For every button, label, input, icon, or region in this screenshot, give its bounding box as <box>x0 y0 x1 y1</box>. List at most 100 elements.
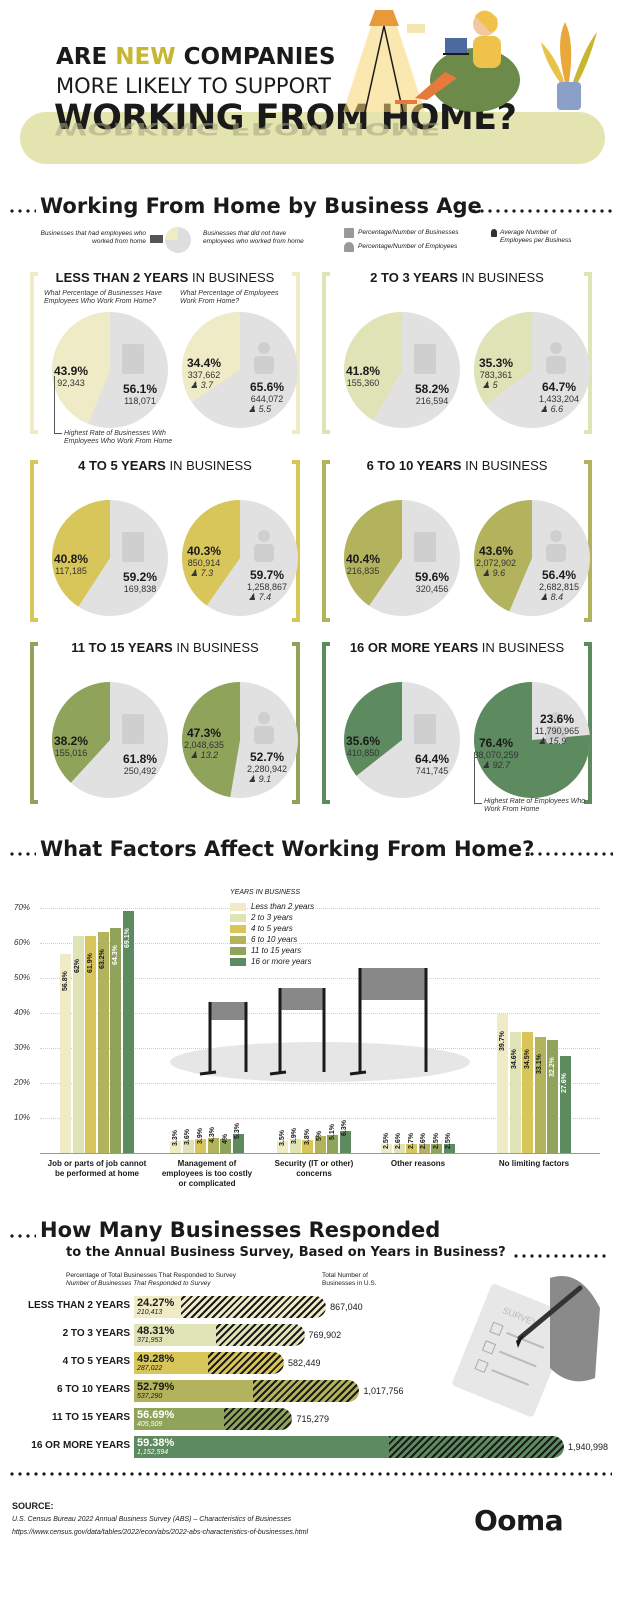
category-label: Job or parts of job cannot be performed … <box>47 1159 147 1178</box>
bar <box>522 1032 534 1153</box>
businesses-yes-pct: 38.2% <box>53 734 89 748</box>
chart-legend-item: 11 to 15 years <box>230 946 301 955</box>
employees-no-avg: ♟ 7.4 <box>248 592 272 602</box>
bar <box>110 927 122 1153</box>
category-label: Security (IT or other) concerns <box>274 1159 354 1178</box>
legend-not-text: Businesses that did not have employees w… <box>203 230 304 245</box>
bar <box>220 1139 232 1153</box>
section2-title: What Factors Affect Working From Home? <box>40 837 535 861</box>
employees-yes-avg: ♟ 3.7 <box>190 380 214 390</box>
panel-bracket-left <box>30 642 38 804</box>
panel-bracket-right <box>584 272 592 434</box>
panel-title-bold: 11 TO 15 YEARS <box>71 640 173 655</box>
response-pct: 59.38% <box>137 1437 175 1449</box>
panel-bracket-left <box>30 460 38 622</box>
bar <box>277 1140 289 1153</box>
employees-no-pct: 59.7% <box>249 568 285 582</box>
section1-title: Working From Home by Business Age <box>40 194 482 218</box>
bar-value-label: 2.5% <box>382 1133 390 1150</box>
bar-value-label: 2.6% <box>395 1132 403 1149</box>
panel-bracket-left <box>30 272 38 434</box>
category-label: Other reasons <box>390 1159 446 1168</box>
header-line2: MORE LIKELY TO SUPPORT <box>56 74 332 98</box>
panel-pies <box>52 312 298 428</box>
panel-title: 11 TO 15 YEARS IN BUSINESS <box>35 640 295 655</box>
ooma-logo: Ooma <box>474 1504 564 1537</box>
x-axis <box>40 1153 600 1154</box>
pie-employees-yes <box>474 682 590 798</box>
panel-title: LESS THAN 2 YEARS IN BUSINESS <box>35 270 295 285</box>
pie-employees-yes <box>181 312 240 403</box>
source-url[interactable]: https://www.census.gov/data/tables/2022/… <box>12 1529 309 1536</box>
gridline <box>40 943 600 944</box>
header: ARE NEW COMPANIES MORE LIKELY TO SUPPORT… <box>0 0 630 180</box>
employees-yes-count: 783,361 <box>479 370 513 380</box>
panel-2: 2 TO 3 YEARS IN BUSINESS 41.8% 155,360 58.2… <box>322 270 592 440</box>
response-total: 867,040 <box>330 1302 363 1312</box>
pie-employees-yes <box>181 682 240 798</box>
building-icon <box>122 714 144 744</box>
section3-dotline-left <box>8 1234 36 1238</box>
bar-value-label: 2.5% <box>432 1133 440 1150</box>
pie-businesses-yes <box>52 312 110 424</box>
businesses-yes-count: 155,016 <box>54 748 88 758</box>
legend-pct-businesses: Percentage/Number of Businesses <box>358 229 459 236</box>
bar <box>122 911 134 1153</box>
bar <box>85 936 97 1153</box>
bar-value-label: 5% <box>316 1130 324 1141</box>
col1-title: Percentage of Total Businesses That Resp… <box>66 1272 236 1279</box>
employees-no-count: 2,682,815 <box>538 582 580 592</box>
response-respond-bar <box>134 1408 224 1430</box>
panel-title-rest: IN BUSINESS <box>461 458 548 473</box>
section2-dotline-right <box>528 852 613 856</box>
panel-title-rest: IN BUSINESS <box>457 270 544 285</box>
legend-swatch <box>230 913 246 922</box>
response-pct: 48.31% <box>137 1325 175 1337</box>
bar <box>195 1139 207 1153</box>
response-count: 405,509 <box>137 1421 163 1428</box>
legend-avg: Average Number of Employees per Business <box>500 229 572 244</box>
panel-5: 11 TO 15 YEARS IN BUSINESS 38.2% 155,016 61… <box>30 640 300 810</box>
bar-value-label: 32.2% <box>548 1057 556 1078</box>
panel-title: 6 TO 10 YEARS IN BUSINESS <box>327 458 587 473</box>
gridline <box>40 1118 600 1119</box>
businesses-yes-count: 117,185 <box>55 566 87 576</box>
building-icon <box>414 532 436 562</box>
pie-employees-yes <box>474 312 532 405</box>
response-row-label: 4 TO 5 YEARS <box>62 1356 130 1367</box>
pie-businesses-yes <box>344 682 402 776</box>
legend-pct-employees: Percentage/Number of Employees <box>358 243 458 250</box>
hurdles-illustration <box>170 968 470 1082</box>
employees-no-count: 2,280,942 <box>246 764 288 774</box>
bar <box>443 1144 455 1153</box>
response-total: 1,017,756 <box>363 1386 404 1396</box>
bar <box>289 1139 301 1153</box>
bar <box>232 1134 244 1153</box>
panel-bracket-right <box>584 460 592 622</box>
section1-dotline-right <box>470 209 612 213</box>
response-count: 287,022 <box>137 1365 163 1372</box>
pie-businesses-yes <box>344 500 402 606</box>
panel-bracket-right <box>292 272 300 434</box>
employees-yes-pct: 43.6% <box>478 544 514 558</box>
employees-no-pct: 23.6% <box>539 712 575 726</box>
employees-yes-avg: ♟ 9.6 <box>482 568 506 578</box>
response-pct: 52.79% <box>137 1381 175 1393</box>
people-icon <box>258 712 270 724</box>
response-count: 537,290 <box>137 1393 163 1400</box>
bar-value-label: 63.2% <box>99 948 107 969</box>
panel-title: 4 TO 5 YEARS IN BUSINESS <box>35 458 295 473</box>
bar-value-label: 2.6% <box>420 1132 428 1149</box>
header-title-reflection: WORKING FROM HOME <box>54 118 441 138</box>
panel-title-bold: 6 TO 10 YEARS <box>366 458 462 473</box>
bar-value-label: 5.1% <box>328 1124 336 1141</box>
businesses-yes-count: 155,360 <box>346 378 380 388</box>
legend-swatch <box>230 924 246 933</box>
people-icon <box>258 342 270 354</box>
employees-yes-avg: ♟ 7.3 <box>190 568 214 578</box>
legend-swatch <box>230 935 246 944</box>
gridline <box>40 1013 600 1014</box>
bar-value-label: 3.5% <box>278 1129 286 1146</box>
employees-no-avg: ♟ 15.9 <box>538 736 567 746</box>
businesses-yes-pct: 35.6% <box>345 734 381 748</box>
